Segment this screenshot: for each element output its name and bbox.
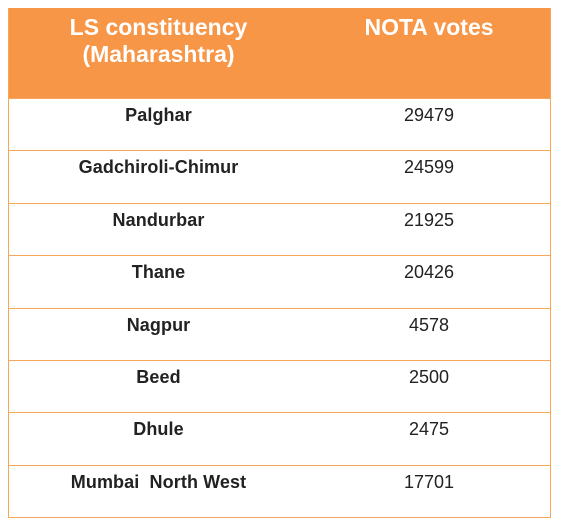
constituency-cell: Beed [136,366,181,387]
constituency-cell: Gadchiroli-Chimur [78,157,239,178]
constituency-cell: Thane [131,262,186,283]
constituency-cell: Nagpur [126,314,191,335]
votes-cell: 4578 [408,314,450,335]
table-row: Gadchiroli-Chimur 24599 [9,150,550,202]
header-nota-votes: NOTA votes [364,14,494,40]
votes-cell: 2500 [408,366,450,387]
votes-cell: 20426 [403,262,455,283]
constituency-cell: Mumbai North West [70,471,247,492]
constituency-cell: Dhule [133,419,184,440]
table-header: LS constituency (Maharashtra) NOTA votes [9,8,550,98]
votes-cell: 29479 [403,105,455,125]
table-row: Thane 20426 [9,255,550,307]
constituency-cell: Nandurbar [112,209,205,230]
nota-votes-table: LS constituency (Maharashtra) NOTA votes… [8,8,551,519]
votes-cell: 24599 [403,157,455,178]
table-row: Beed 2500 [9,359,550,412]
votes-cell: 2475 [408,419,450,440]
votes-cell: 17701 [403,471,455,492]
table-row: Dhule 2475 [9,412,550,464]
table-row: Mumbai North West 17701 [9,464,550,517]
constituency-cell: Palghar [125,105,192,125]
votes-cell: 21925 [403,209,455,230]
table-row: Nagpur 4578 [9,307,550,360]
header-constituency: LS constituency (Maharashtra) [9,8,308,98]
header-constituency-line1: LS constituency [69,14,248,40]
table-row: Palghar 29479 [9,98,550,150]
header-constituency-line2: (Maharashtra) [82,41,235,67]
table-row: Nandurbar 21925 [9,202,550,255]
